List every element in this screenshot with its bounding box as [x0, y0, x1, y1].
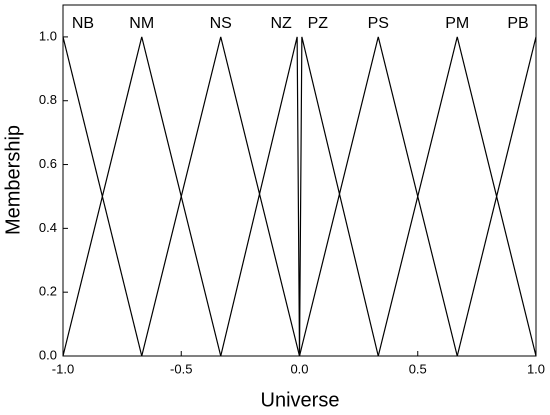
series-label: PS: [368, 15, 389, 32]
y-tick-label: 1.0: [39, 28, 57, 43]
series-label: NZ: [270, 15, 292, 32]
membership-line: [220, 36, 301, 357]
membership-line: [456, 36, 537, 357]
y-tick-label: 0.2: [39, 284, 57, 299]
x-tick-label: -1.0: [52, 361, 74, 376]
series-label: PB: [507, 15, 528, 32]
y-tick-label: 0.4: [39, 220, 57, 235]
membership-line: [377, 36, 537, 357]
x-tick-label: 0.0: [290, 361, 308, 376]
x-tick-label: 0.5: [409, 361, 427, 376]
plot-frame: [62, 4, 537, 357]
y-tick-label: 0.0: [39, 347, 57, 362]
series-label: NS: [210, 15, 232, 32]
y-tick-label: 0.8: [39, 92, 57, 107]
series-label: NM: [129, 15, 154, 32]
series-label: NB: [72, 15, 94, 32]
series-label: PZ: [308, 15, 329, 32]
membership-line: [298, 36, 458, 357]
membership-line: [298, 36, 379, 357]
x-tick-label: -0.5: [170, 361, 192, 376]
x-axis-title: Universe: [261, 389, 340, 411]
y-tick-label: 0.6: [39, 156, 57, 171]
membership-line: [62, 36, 222, 357]
x-tick-label: 1.0: [527, 361, 545, 376]
y-axis-title: Membership: [2, 125, 24, 235]
membership-line: [141, 36, 301, 357]
series-label: PM: [445, 15, 469, 32]
